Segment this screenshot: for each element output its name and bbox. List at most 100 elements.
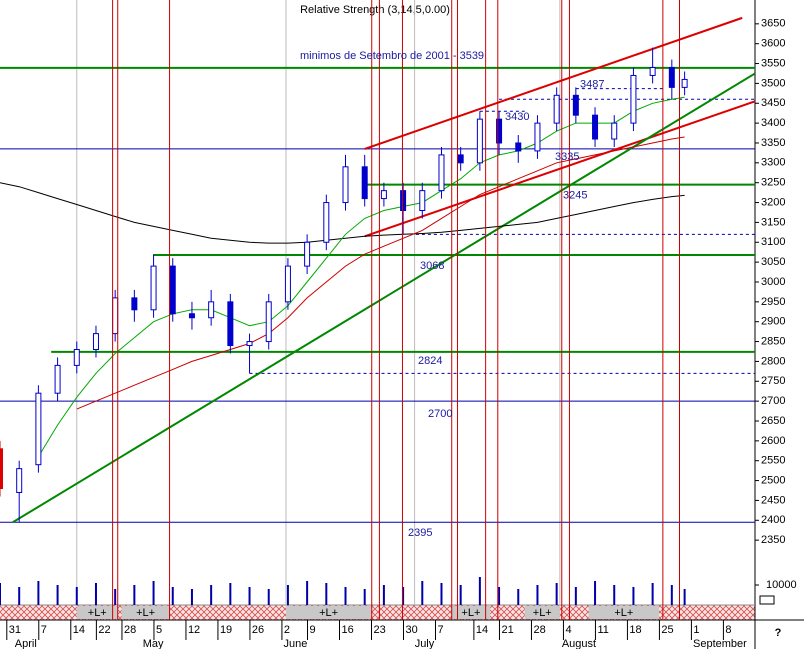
signal-label: +L+ xyxy=(319,607,338,619)
candle-body xyxy=(438,154,445,192)
x-tick-label: 12 xyxy=(188,624,200,636)
y-tick-label: 2750 xyxy=(761,375,785,387)
volume-bar xyxy=(478,577,481,605)
y-tick-label: 3050 xyxy=(761,256,785,268)
y-tick-label: 3150 xyxy=(761,216,785,228)
x-tick-label: 2 xyxy=(284,624,290,636)
month-label: August xyxy=(562,638,596,649)
x-tick-label: 18 xyxy=(629,624,641,636)
candle-body xyxy=(476,118,483,164)
candle-body xyxy=(16,468,23,493)
candle-body xyxy=(649,67,656,76)
trendline xyxy=(364,100,755,238)
y-tick-label: 3300 xyxy=(761,157,785,169)
volume-bar xyxy=(459,585,462,605)
y-tick-label: 3600 xyxy=(761,38,785,50)
candle-body xyxy=(361,166,368,200)
x-tick-label: 22 xyxy=(98,624,110,636)
candle-body xyxy=(73,349,80,366)
candle-body xyxy=(592,114,599,140)
y-tick-label: 2650 xyxy=(761,415,785,427)
candle-body xyxy=(419,190,426,211)
signal-label: +L+ xyxy=(614,607,633,619)
volume-bar xyxy=(683,589,686,605)
signal xyxy=(588,606,660,619)
volume-bar xyxy=(613,585,616,605)
y-tick-label: 2800 xyxy=(761,355,785,367)
signal xyxy=(76,606,118,619)
volume-bar xyxy=(325,583,328,605)
x-tick-label: 31 xyxy=(9,624,21,636)
volume-bar xyxy=(382,585,385,605)
volume-bar xyxy=(171,587,174,605)
volume-bar xyxy=(75,587,78,605)
trendline xyxy=(12,72,755,524)
candle-body xyxy=(630,74,637,124)
x-tick-label: 19 xyxy=(220,624,232,636)
candle-body xyxy=(265,301,272,343)
y-tick-label: 2350 xyxy=(761,534,785,546)
volume-bar xyxy=(18,587,21,605)
y-tick-label: 3250 xyxy=(761,177,785,189)
candle-body xyxy=(284,265,291,303)
candle-body xyxy=(150,265,157,311)
month-label: July xyxy=(415,638,435,649)
volume-bar xyxy=(421,581,424,605)
signal-label: +L+ xyxy=(533,607,552,619)
chart-title: Relative Strength (3,14,5,0.00) xyxy=(300,4,450,16)
volume-bar xyxy=(594,581,597,605)
candle-body xyxy=(553,94,560,124)
x-tick-label: 4 xyxy=(565,624,571,636)
volume-bar xyxy=(229,583,232,605)
y-tick-label: 2400 xyxy=(761,514,785,526)
candle-body xyxy=(496,118,503,144)
y-tick-label: 2600 xyxy=(761,435,785,447)
y-tick-label: 3450 xyxy=(761,97,785,109)
icon xyxy=(759,595,775,605)
x-tick-label: 25 xyxy=(661,624,673,636)
signal-strip xyxy=(0,605,755,620)
x-tick-label: 7 xyxy=(437,624,443,636)
level-label: 2824 xyxy=(418,355,442,367)
candle-body xyxy=(35,392,42,466)
volume-bar xyxy=(651,583,654,605)
y-tick-label: 3400 xyxy=(761,117,785,129)
candle-body xyxy=(323,202,330,243)
level-label: 3335 xyxy=(555,151,579,163)
volume-bar xyxy=(440,583,443,605)
x-tick-label: 26 xyxy=(252,624,264,636)
x-tick-label: 28 xyxy=(124,624,136,636)
level-label: 2395 xyxy=(408,527,432,539)
month-label: May xyxy=(143,638,164,649)
help[interactable]: ? xyxy=(775,627,782,639)
y-tick-label: 2850 xyxy=(761,335,785,347)
level-label: 3487 xyxy=(580,78,604,90)
candle-body xyxy=(681,78,688,88)
moving-average xyxy=(0,182,685,244)
x-tick-label: 30 xyxy=(405,624,417,636)
volume-bar xyxy=(344,587,347,605)
y-tick-label: 2900 xyxy=(761,316,785,328)
level-label: 2700 xyxy=(428,408,452,420)
volume-bar xyxy=(286,585,289,605)
x-tick-label: 14 xyxy=(73,624,85,636)
y-tick-label: 3500 xyxy=(761,77,785,89)
volume-bar xyxy=(248,587,251,605)
candle-body xyxy=(457,154,464,164)
volume-bar xyxy=(267,589,270,605)
volume-bar xyxy=(56,585,59,605)
volume-bar xyxy=(555,583,558,605)
candle-body xyxy=(54,364,61,394)
month-label: September xyxy=(693,638,747,649)
candle-body xyxy=(246,341,253,347)
signal xyxy=(451,606,491,619)
x-tick-label: 28 xyxy=(533,624,545,636)
y-tick-label: 3200 xyxy=(761,196,785,208)
candle-body xyxy=(0,448,3,490)
y-tick-label: 3350 xyxy=(761,137,785,149)
signal-label: +L+ xyxy=(136,607,155,619)
candle-body xyxy=(611,122,618,140)
x-tick-label: 14 xyxy=(476,624,488,636)
x-tick-label: 7 xyxy=(41,624,47,636)
